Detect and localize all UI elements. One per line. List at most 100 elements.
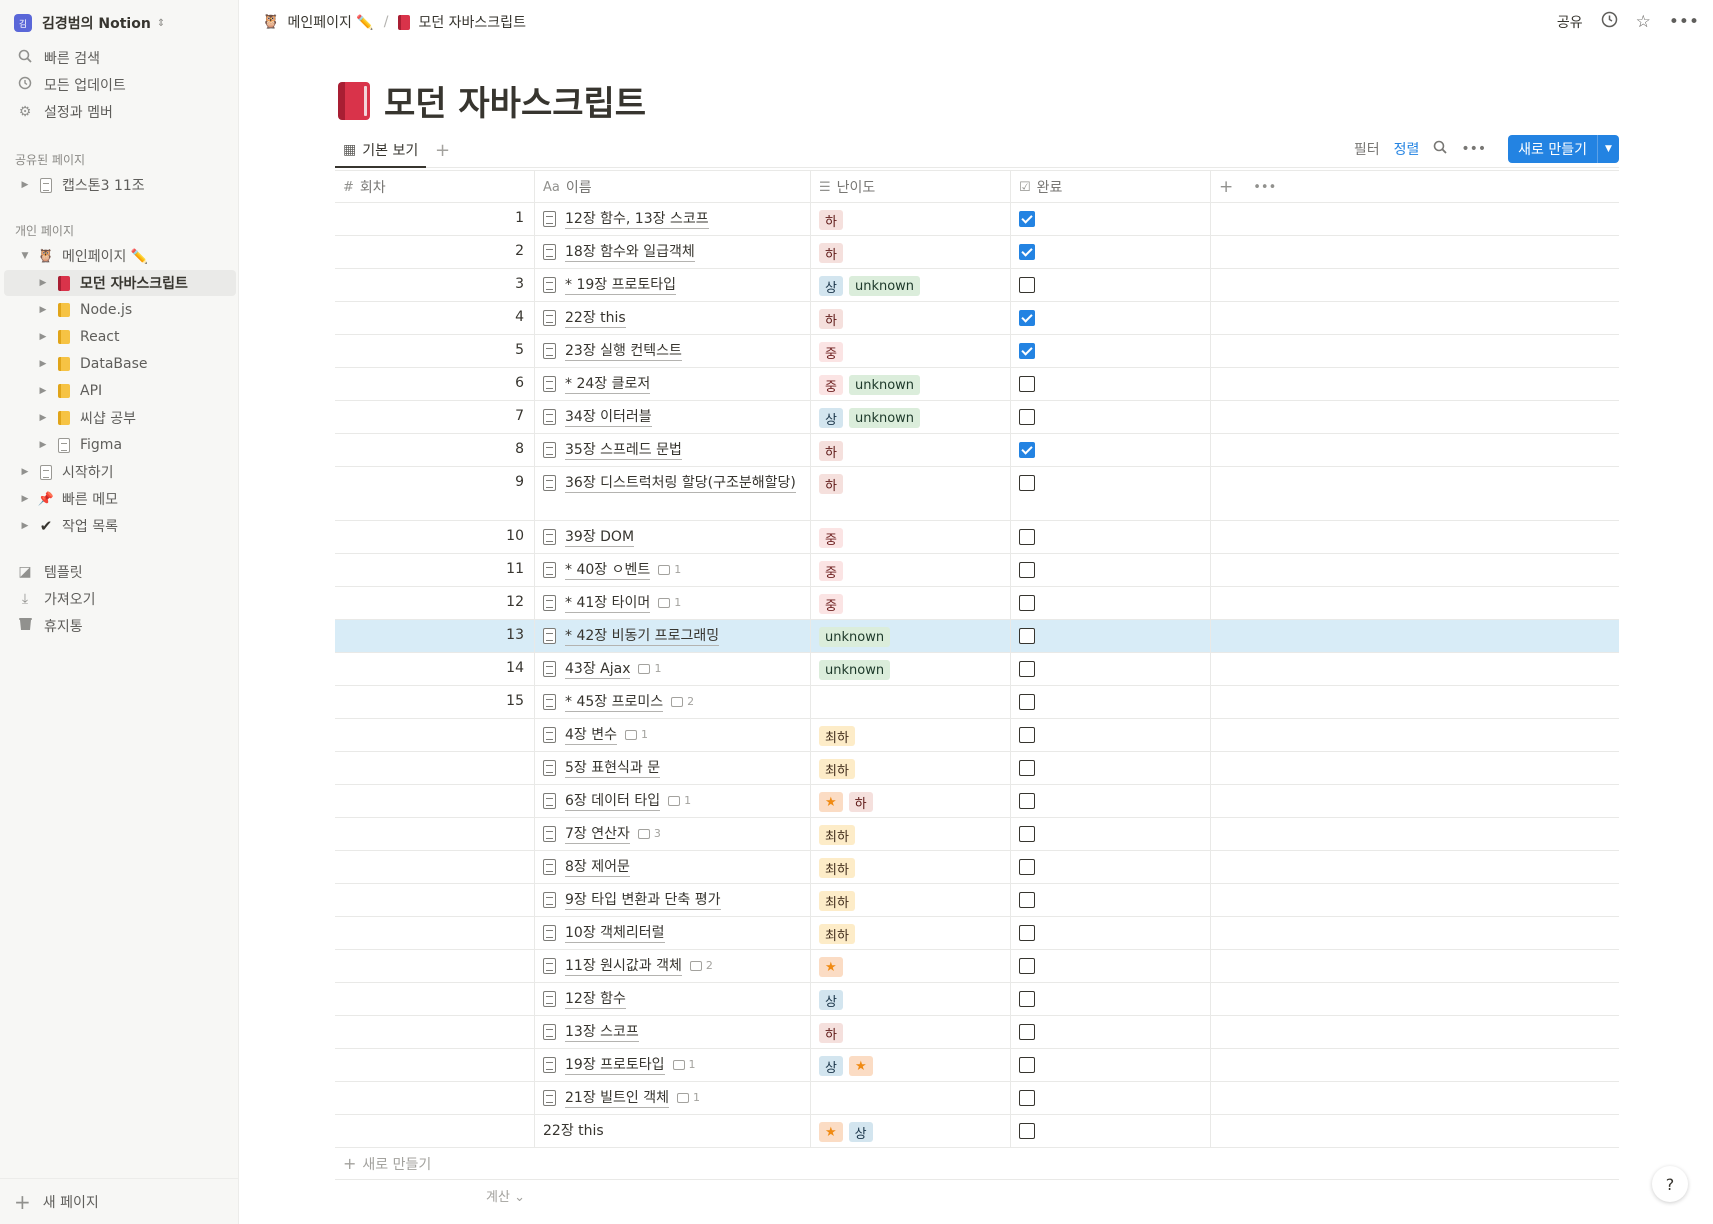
table-row[interactable]: 22장 this ★ 상: [335, 1115, 1619, 1148]
star-icon[interactable]: ☆: [1635, 12, 1651, 32]
expand-triangle-icon[interactable]: ▶: [21, 521, 29, 531]
name-cell[interactable]: 5장 표현식과 문: [535, 752, 811, 784]
difficulty-cell[interactable]: 상 ★: [811, 1049, 1011, 1081]
row-title[interactable]: 7장 연산자: [565, 826, 630, 844]
round-cell[interactable]: [335, 950, 535, 982]
row-title[interactable]: 34장 이터러블: [565, 409, 652, 427]
table-row[interactable]: 15 * 45장 프로미스 2: [335, 686, 1619, 719]
row-title[interactable]: 39장 DOM: [565, 529, 635, 547]
sidebar-item-figma[interactable]: ▶ Figma: [4, 432, 236, 458]
unchecked-checkbox[interactable]: [1019, 892, 1035, 908]
new-record-button[interactable]: 새로 만들기 ▼: [1508, 135, 1619, 163]
name-cell[interactable]: 39장 DOM: [535, 521, 811, 553]
round-cell[interactable]: [335, 785, 535, 817]
table-row[interactable]: 11장 원시값과 객체 2 ★: [335, 950, 1619, 983]
unchecked-checkbox[interactable]: [1019, 475, 1035, 491]
sidebar-item-react[interactable]: ▶ React: [4, 324, 236, 350]
difficulty-cell[interactable]: unknown: [811, 620, 1011, 652]
difficulty-cell[interactable]: 최하: [811, 851, 1011, 883]
table-row[interactable]: 4 22장 this 하: [335, 302, 1619, 335]
name-cell[interactable]: * 19장 프로토타입: [535, 269, 811, 301]
sidebar-item-quick-memo[interactable]: ▶ 📌 빠른 메모: [4, 486, 236, 512]
column-header-difficulty[interactable]: ☰ 난이도: [811, 171, 1011, 203]
comment-count[interactable]: 1: [672, 1058, 696, 1071]
nav-settings-members[interactable]: ⚙ 설정과 멤버: [4, 99, 236, 125]
row-title[interactable]: 43장 Ajax: [565, 661, 631, 679]
unchecked-checkbox[interactable]: [1019, 826, 1035, 842]
unchecked-checkbox[interactable]: [1019, 595, 1035, 611]
row-title[interactable]: * 24장 클로저: [565, 376, 651, 394]
row-title[interactable]: 6장 데이터 타입: [565, 793, 661, 811]
difficulty-cell[interactable]: 중: [811, 554, 1011, 586]
page-title-text[interactable]: 모던 자바스크립트: [384, 84, 647, 124]
round-cell[interactable]: [335, 917, 535, 949]
sidebar-item-capstone[interactable]: ▶ 캡스톤3 11조: [4, 172, 236, 198]
column-header-done[interactable]: ☑ 완료: [1011, 171, 1211, 203]
round-cell[interactable]: 1: [335, 203, 535, 235]
name-cell[interactable]: 21장 빌트인 객체 1: [535, 1082, 811, 1114]
difficulty-cell[interactable]: 상: [811, 983, 1011, 1015]
expand-triangle-icon[interactable]: ▶: [39, 359, 47, 369]
checked-checkbox[interactable]: [1019, 442, 1035, 458]
search-icon[interactable]: [1433, 140, 1447, 158]
unchecked-checkbox[interactable]: [1019, 661, 1035, 677]
name-cell[interactable]: 8장 제어문: [535, 851, 811, 883]
column-header-name[interactable]: Aa 이름: [535, 171, 811, 203]
column-header-round[interactable]: # 회차: [335, 171, 535, 203]
unchecked-checkbox[interactable]: [1019, 1057, 1035, 1073]
unchecked-checkbox[interactable]: [1019, 859, 1035, 875]
unchecked-checkbox[interactable]: [1019, 562, 1035, 578]
more-dots-icon[interactable]: •••: [1461, 141, 1487, 157]
more-dots-icon[interactable]: •••: [1253, 179, 1277, 195]
name-cell[interactable]: 4장 변수 1: [535, 719, 811, 751]
row-title[interactable]: 13장 스코프: [565, 1024, 639, 1042]
name-cell[interactable]: 12장 함수: [535, 983, 811, 1015]
difficulty-cell[interactable]: 상 unknown: [811, 401, 1011, 433]
name-cell[interactable]: 35장 스프레드 문법: [535, 434, 811, 466]
row-title[interactable]: 22장 this: [543, 1123, 604, 1139]
unchecked-checkbox[interactable]: [1019, 376, 1035, 392]
difficulty-cell[interactable]: 중 unknown: [811, 368, 1011, 400]
difficulty-cell[interactable]: 하: [811, 434, 1011, 466]
row-title[interactable]: * 40장 ㅇ벤트: [565, 562, 651, 580]
sidebar-item-api[interactable]: ▶ API: [4, 378, 236, 404]
table-row[interactable]: 8장 제어문 최하: [335, 851, 1619, 884]
difficulty-cell[interactable]: 최하: [811, 719, 1011, 751]
sidebar-item-csharp[interactable]: ▶ 씨샵 공부: [4, 405, 236, 431]
page-title[interactable]: 모던 자바스크립트: [338, 76, 646, 125]
checked-checkbox[interactable]: [1019, 244, 1035, 260]
difficulty-cell[interactable]: 중: [811, 335, 1011, 367]
table-row[interactable]: 9 36장 디스트럭처링 할당(구조분해할당) 하: [335, 467, 1619, 521]
history-clock-icon[interactable]: [1601, 11, 1618, 33]
difficulty-cell[interactable]: 중: [811, 521, 1011, 553]
name-cell[interactable]: 43장 Ajax 1: [535, 653, 811, 685]
row-title[interactable]: * 19장 프로토타입: [565, 277, 676, 295]
difficulty-cell[interactable]: ★ 하: [811, 785, 1011, 817]
unchecked-checkbox[interactable]: [1019, 760, 1035, 776]
unchecked-checkbox[interactable]: [1019, 529, 1035, 545]
table-row[interactable]: 5장 표현식과 문 최하: [335, 752, 1619, 785]
table-row[interactable]: 19장 프로토타입 1 상 ★: [335, 1049, 1619, 1082]
unchecked-checkbox[interactable]: [1019, 793, 1035, 809]
round-cell[interactable]: [335, 884, 535, 916]
round-cell[interactable]: 10: [335, 521, 535, 553]
round-cell[interactable]: [335, 983, 535, 1015]
name-cell[interactable]: * 24장 클로저: [535, 368, 811, 400]
red-book-icon[interactable]: [338, 81, 370, 120]
unchecked-checkbox[interactable]: [1019, 925, 1035, 941]
name-cell[interactable]: 22장 this: [535, 1115, 811, 1147]
expand-triangle-icon[interactable]: ▶: [39, 332, 47, 342]
sidebar-item-getting-started[interactable]: ▶ 시작하기: [4, 459, 236, 485]
unchecked-checkbox[interactable]: [1019, 958, 1035, 974]
table-row[interactable]: 5 23장 실행 컨텍스트 중: [335, 335, 1619, 368]
table-row[interactable]: 6장 데이터 타입 1 ★ 하: [335, 785, 1619, 818]
difficulty-cell[interactable]: unknown: [811, 653, 1011, 685]
name-cell[interactable]: 22장 this: [535, 302, 811, 334]
row-title[interactable]: 22장 this: [565, 310, 626, 328]
name-cell[interactable]: 36장 디스트럭처링 할당(구조분해할당): [535, 467, 811, 520]
unchecked-checkbox[interactable]: [1019, 727, 1035, 743]
collapse-triangle-icon[interactable]: ▼: [21, 251, 29, 261]
difficulty-cell[interactable]: [811, 1082, 1011, 1114]
round-cell[interactable]: 4: [335, 302, 535, 334]
row-title[interactable]: * 45장 프로미스: [565, 694, 664, 712]
